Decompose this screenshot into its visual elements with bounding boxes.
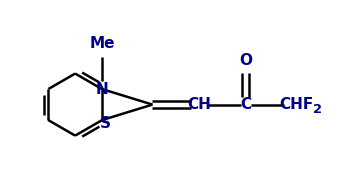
Text: N: N [96,82,108,97]
Text: CHF: CHF [279,97,313,112]
Text: C: C [240,97,251,112]
Text: O: O [239,53,252,68]
Text: 2: 2 [313,103,322,116]
Text: S: S [100,115,110,130]
Text: CH: CH [187,97,211,112]
Text: Me: Me [89,36,115,51]
